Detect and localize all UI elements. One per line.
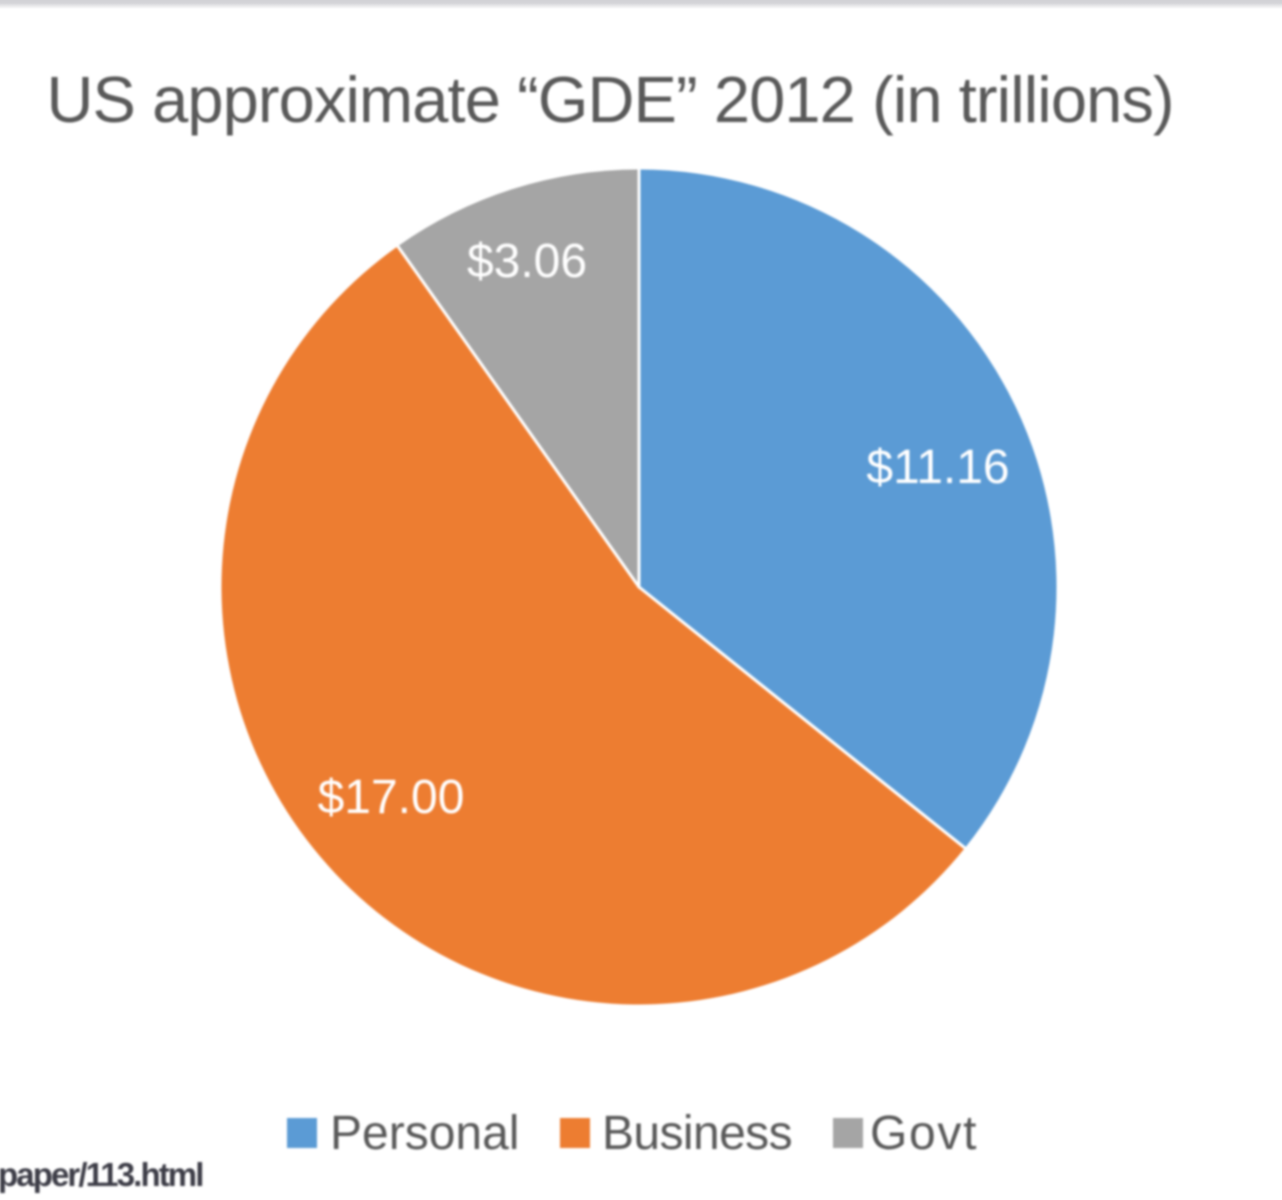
svg-text:$11.16: $11.16	[866, 441, 1009, 494]
svg-text:$3.06: $3.06	[467, 235, 587, 288]
svg-text:$17.00: $17.00	[318, 771, 465, 824]
